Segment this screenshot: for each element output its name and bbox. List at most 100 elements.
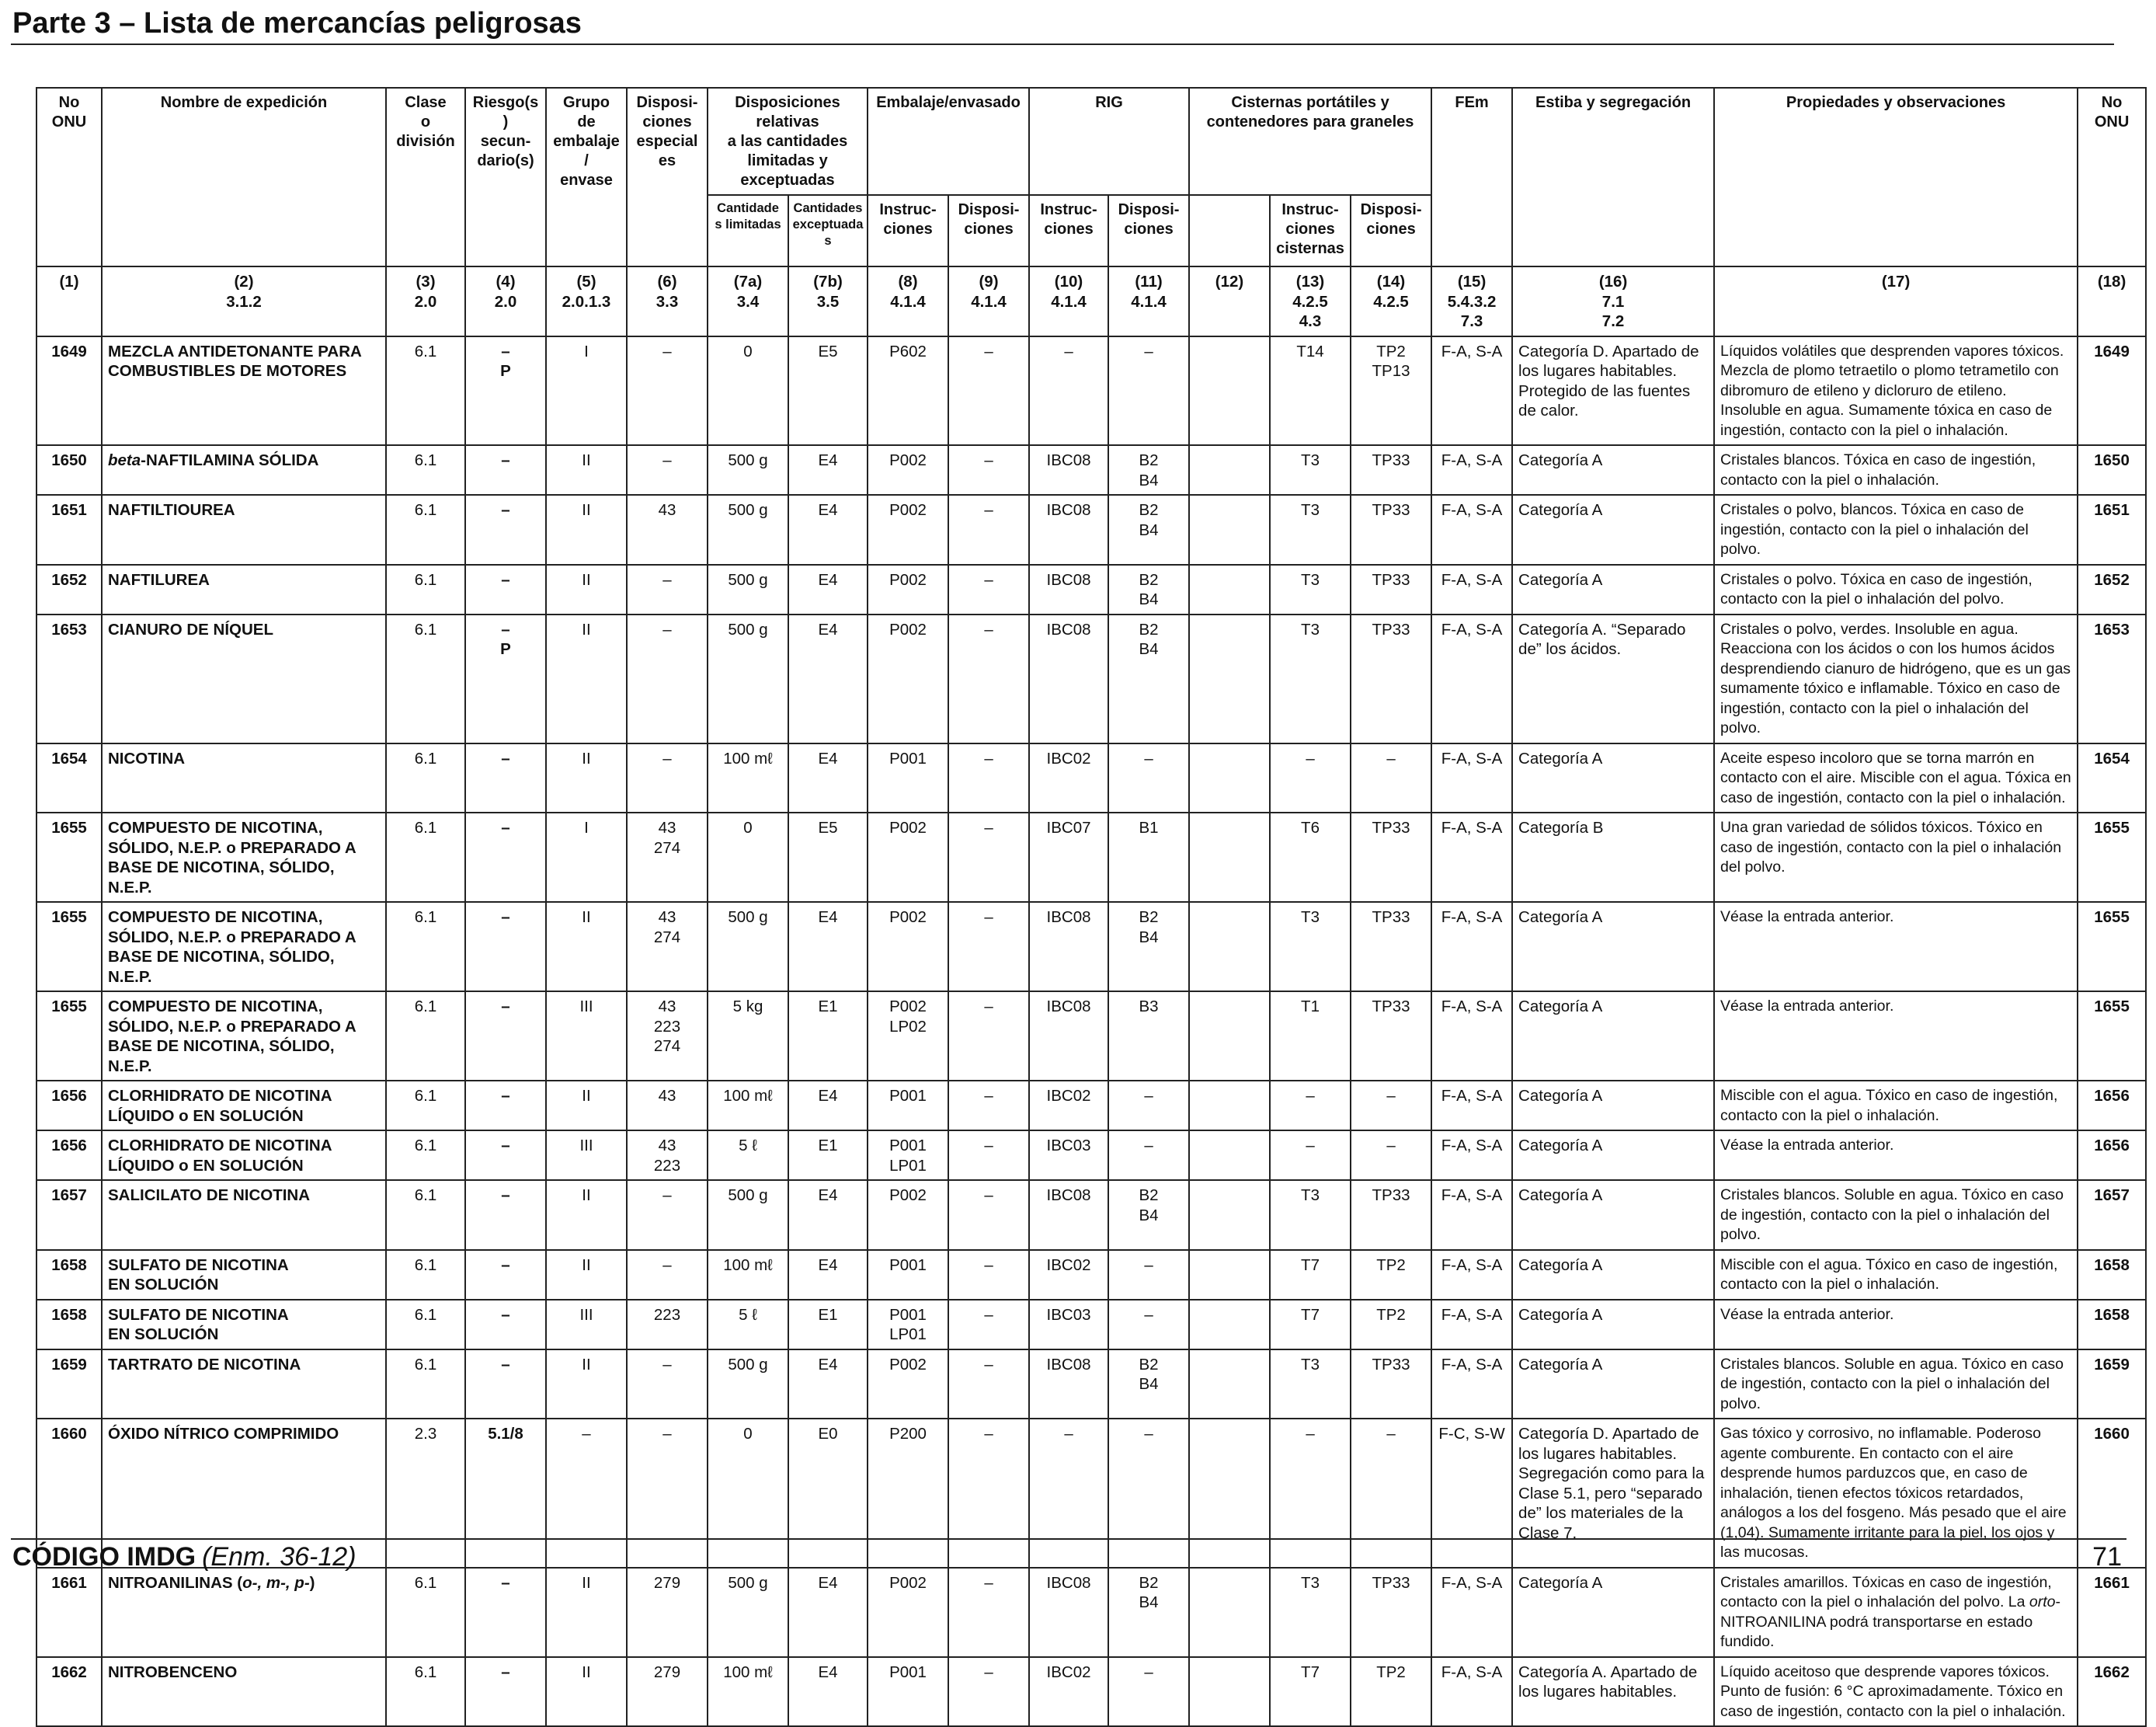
cell-ibc-provision: – <box>1108 1248 1191 1300</box>
cell-class: 6.1 <box>385 1656 466 1727</box>
cell-ibc-provision: B2 B4 <box>1108 494 1191 566</box>
cell-un-number-right: 1658 <box>2077 1248 2147 1300</box>
header-special-provisions: Disposi- ciones especiales <box>626 87 708 267</box>
cell-ibc-instruction: IBC08 <box>1028 563 1110 615</box>
cell-packing-group: II <box>545 1566 628 1658</box>
header-un-number-right: No ONU <box>2077 87 2147 267</box>
cell-tank-instruction: T3 <box>1269 613 1352 744</box>
cell-packing-group: II <box>545 563 628 615</box>
cell-special-provisions: – <box>626 742 708 813</box>
cell-ems: F-A, S-A <box>1431 901 1514 992</box>
cell-packing-instruction: P002 <box>867 613 950 744</box>
cell-class: 6.1 <box>385 563 466 615</box>
cell-tank-instruction: T3 <box>1269 444 1352 496</box>
cell-excepted-quantity: E4 <box>787 1080 869 1131</box>
cell-special-provisions: – <box>626 1248 708 1300</box>
name-part: -NAFTILAMINA SÓLIDA <box>141 451 319 469</box>
column-number-cell: (7b) 3.5 <box>787 266 869 337</box>
column-number-cell: (10) 4.1.4 <box>1028 266 1110 337</box>
cell-col-12 <box>1188 1348 1271 1419</box>
page-title: Parte 3 – Lista de mercancías peligrosas <box>12 7 582 40</box>
cell-ibc-provision: B2 B4 <box>1108 1348 1191 1419</box>
header-class: Clase o división <box>385 87 466 267</box>
cell-limited-quantity: 5 kg <box>707 991 789 1081</box>
cell-limited-quantity: 0 <box>707 812 789 903</box>
cell-packing-instruction: P002 <box>867 901 950 992</box>
cell-ibc-provision: – <box>1108 1130 1191 1181</box>
cell-col-12 <box>1188 1298 1271 1350</box>
cell-stowage: Categoría A <box>1511 1248 1716 1300</box>
cell-class: 6.1 <box>385 1248 466 1300</box>
cell-packing-group: II <box>545 901 628 992</box>
cell-un-number: 1649 <box>36 335 103 446</box>
cell-tank-instruction: – <box>1269 1418 1352 1569</box>
cell-limited-quantity: 5 ℓ <box>707 1298 789 1350</box>
cell-excepted-quantity: E4 <box>787 444 869 496</box>
cell-ems: F-A, S-A <box>1431 563 1514 615</box>
cell-col-12 <box>1188 742 1271 813</box>
cell-un-number: 1661 <box>36 1566 103 1658</box>
cell-shipping-name: CLORHIDRATO DE NICOTINA LÍQUIDO o EN SOL… <box>101 1130 387 1181</box>
cell-class: 6.1 <box>385 1566 466 1658</box>
table-row: 1651 NAFTILTIOUREA 6.1– II 43 500 g E4 P002– IBC… <box>36 494 2147 566</box>
cell-ibc-instruction: – <box>1028 335 1110 446</box>
footer-code: CÓDIGO IMDG (Enm. 36-12) <box>12 1540 356 1574</box>
header-ibc-provisions: Disposi- ciones <box>1108 194 1191 267</box>
cell-ibc-instruction: IBC02 <box>1028 1080 1110 1131</box>
cell-limited-quantity: 500 g <box>707 494 789 566</box>
cell-packing-provision: – <box>948 1080 1031 1131</box>
cell-class: 2.3 <box>385 1418 466 1569</box>
cell-stowage: Categoría A <box>1511 1179 1716 1251</box>
column-number-cell: (2) 3.1.2 <box>101 266 387 337</box>
cell-un-number-right: 1653 <box>2077 613 2147 744</box>
cell-ibc-instruction: IBC08 <box>1028 991 1110 1081</box>
cell-ibc-provision: B3 <box>1108 991 1191 1081</box>
column-number-cell: (11) 4.1.4 <box>1108 266 1191 337</box>
cell-packing-instruction: P002 <box>867 494 950 566</box>
header-ems: FEm <box>1431 87 1514 267</box>
cell-properties: Cristales blancos. Soluble en agua. Tóxi… <box>1713 1348 2079 1419</box>
cell-un-number-right: 1657 <box>2077 1179 2147 1251</box>
table-row: 1661 NITROANILINAS (o-, m-, p-) 6.1– II 279 5… <box>36 1566 2147 1658</box>
cell-class: 6.1 <box>385 991 466 1081</box>
cell-tank-instruction: T14 <box>1269 335 1352 446</box>
cell-col-12 <box>1188 1179 1271 1251</box>
cell-col-12 <box>1188 563 1271 615</box>
name-part: ) <box>309 1573 315 1592</box>
cell-limited-quantity: 5 ℓ <box>707 1130 789 1181</box>
cell-packing-provision: – <box>948 901 1031 992</box>
cell-un-number: 1658 <box>36 1248 103 1300</box>
cell-packing-provision: – <box>948 1130 1031 1181</box>
cell-shipping-name: NITROBENCENO <box>101 1656 387 1727</box>
cell-un-number-right: 1660 <box>2077 1418 2147 1569</box>
cell-ibc-instruction: IBC08 <box>1028 1566 1110 1658</box>
cell-special-provisions: – <box>626 613 708 744</box>
cell-packing-provision: – <box>948 1418 1031 1569</box>
column-number-cell: (18) <box>2077 266 2147 337</box>
cell-packing-instruction: P002 <box>867 1566 950 1658</box>
cell-properties: Miscible con el agua. Tóxico en caso de … <box>1713 1248 2079 1300</box>
cell-special-provisions: 43 274 <box>626 812 708 903</box>
cell-un-number-right: 1654 <box>2077 742 2147 813</box>
cell-col-12 <box>1188 1566 1271 1658</box>
cell-properties: Líquido aceitoso que desprende vapores t… <box>1713 1656 2079 1727</box>
cell-limited-quantity: 500 g <box>707 901 789 992</box>
cell-excepted-quantity: E4 <box>787 1348 869 1419</box>
cell-un-number: 1655 <box>36 991 103 1081</box>
cell-special-provisions: 279 <box>626 1566 708 1658</box>
cell-ibc-provision: – <box>1108 742 1191 813</box>
table-row: 1657 SALICILATO DE NICOTINA 6.1– II –500 g E4… <box>36 1179 2147 1251</box>
cell-packing-provision: – <box>948 563 1031 615</box>
cell-packing-provision: – <box>948 1248 1031 1300</box>
cell-tank-instruction: T3 <box>1269 1566 1352 1658</box>
cell-tank-provision: TP33 <box>1350 444 1433 496</box>
cell-un-number: 1654 <box>36 742 103 813</box>
cell-un-number-right: 1650 <box>2077 444 2147 496</box>
header-packing-provisions: Disposi- ciones <box>948 194 1031 267</box>
cell-limited-quantity: 500 g <box>707 1179 789 1251</box>
cell-excepted-quantity: E4 <box>787 613 869 744</box>
table-row: 1660 ÓXIDO NÍTRICO COMPRIMIDO 2.3 5.1/8– –0 E… <box>36 1418 2147 1569</box>
cell-packing-group: I <box>545 335 628 446</box>
cell-limited-quantity: 500 g <box>707 444 789 496</box>
cell-ems: F-A, S-A <box>1431 1130 1514 1181</box>
